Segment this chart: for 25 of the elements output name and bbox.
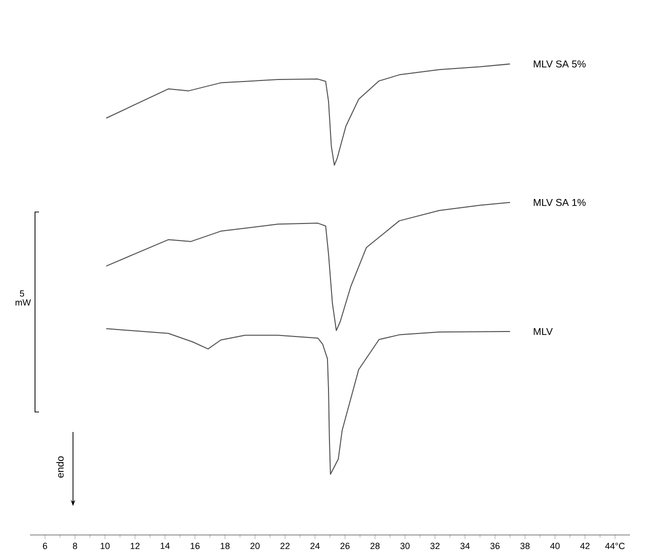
x-tick-label: 20	[250, 542, 260, 550]
x-tick-label: 14	[160, 542, 170, 549]
x-tick-label: 10	[100, 542, 110, 550]
x-tick-label: 32	[430, 542, 440, 550]
x-tick-label: 26	[340, 542, 350, 550]
text: MLV SA 5%	[534, 60, 586, 68]
x-tick-label: 18	[220, 542, 230, 550]
x-tick-label: 42	[580, 542, 590, 550]
x-tick-label: 22	[280, 542, 290, 550]
x-tick-label: 12	[130, 542, 140, 550]
x-tick-label: 40	[550, 542, 560, 550]
x-tick-label: 8	[72, 542, 78, 550]
x-tick-label: 34	[460, 542, 470, 550]
x-tick-label: 36	[490, 542, 500, 550]
annotation: endo	[56, 456, 64, 478]
x-tick-label: 16	[190, 542, 200, 550]
text: MLV SA 1%	[534, 198, 586, 206]
x-tick-label: 24	[310, 542, 320, 550]
annotation: 5 mW	[16, 290, 31, 306]
x-tick-label: 30	[400, 542, 410, 550]
x-tick-label: 28	[370, 542, 380, 550]
x-tick-label: 44°C	[605, 542, 625, 550]
x-tick-label: 38	[520, 542, 530, 550]
text: MLV	[534, 328, 553, 335]
x-tick-label: 6	[42, 542, 48, 550]
